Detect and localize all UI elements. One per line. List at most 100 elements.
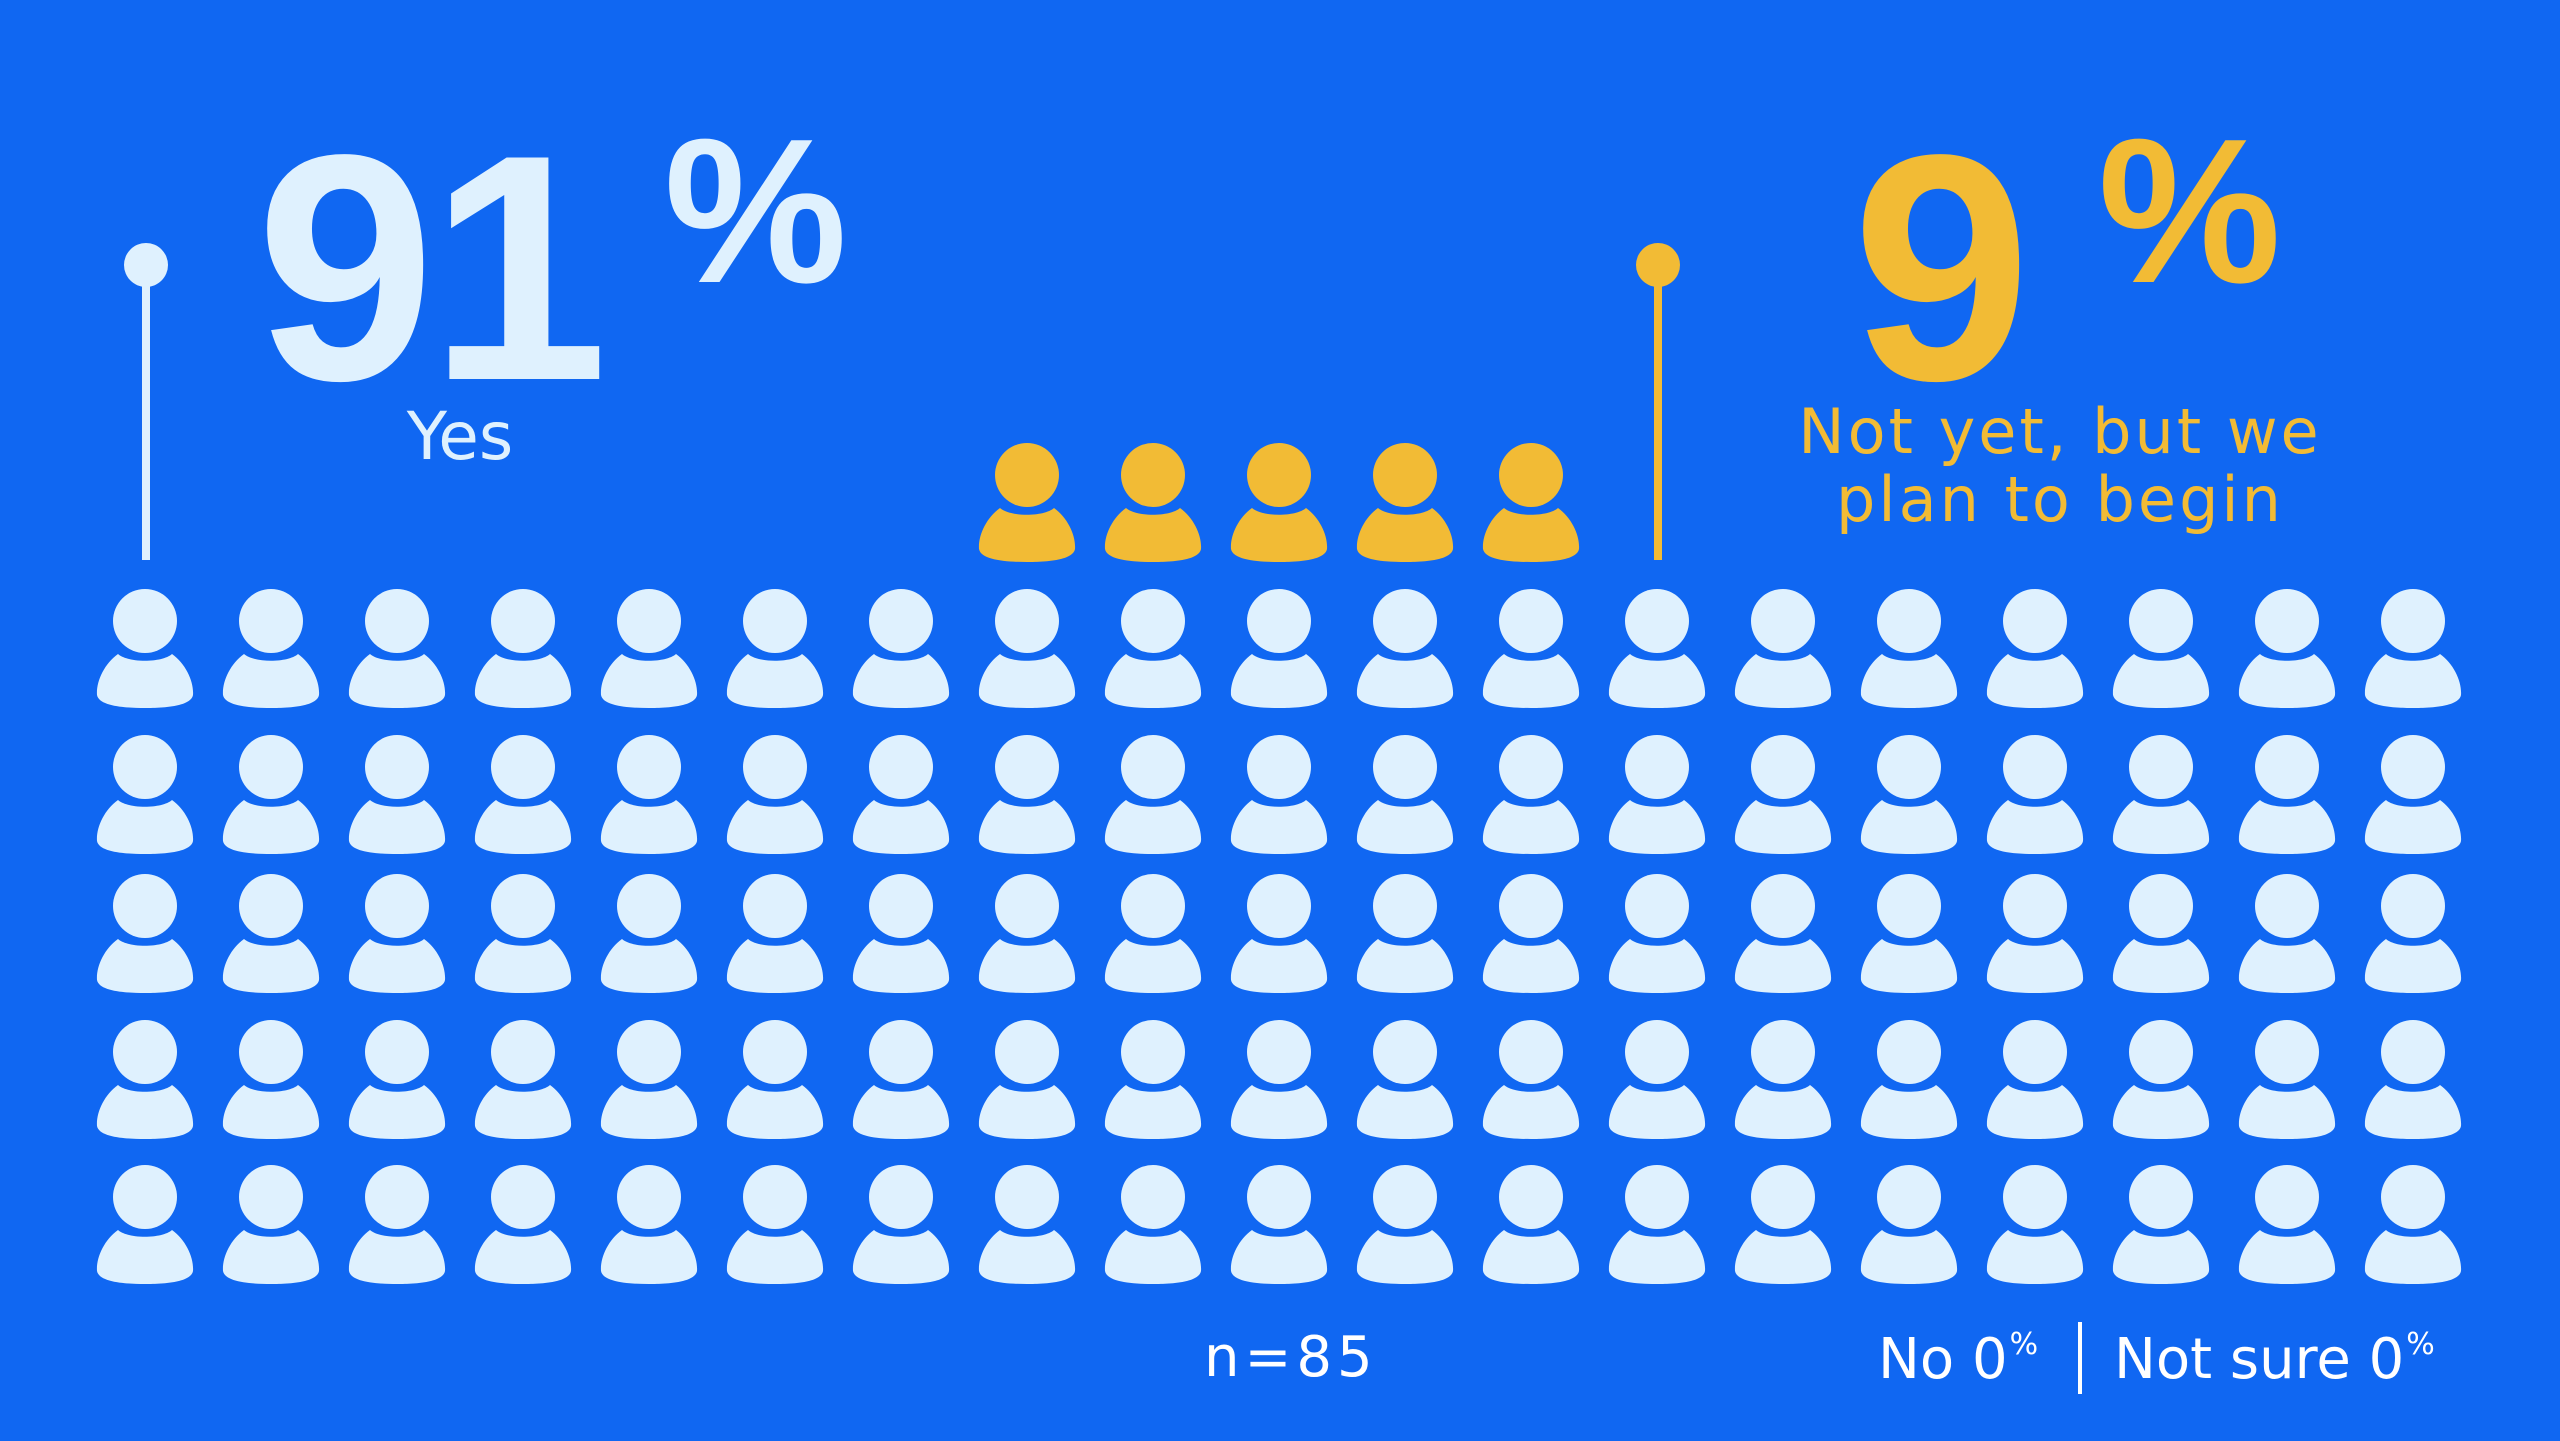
person-icon-yes xyxy=(96,1019,194,1139)
person-icon-yes xyxy=(1104,1019,1202,1139)
person-icon-yes xyxy=(2112,1164,2210,1284)
person-icon-yes xyxy=(222,1164,320,1284)
person-icon-yes xyxy=(348,1164,446,1284)
not-yet-label-line2: plan to begin xyxy=(1836,463,2284,536)
person-icon-yes xyxy=(1986,1019,2084,1139)
person-icon-yes xyxy=(2238,734,2336,854)
person-icon-yes xyxy=(1860,734,1958,854)
person-icon-yes xyxy=(1482,1019,1580,1139)
yes-marker-line xyxy=(142,262,150,560)
person-icon-yes xyxy=(978,1019,1076,1139)
person-icon-yes xyxy=(474,1164,572,1284)
yes-percent-sign: % xyxy=(664,96,848,326)
person-icon-yes xyxy=(2238,1019,2336,1139)
person-icon-yes xyxy=(1230,588,1328,708)
person-icon-yes xyxy=(2364,734,2462,854)
person-icon-yes xyxy=(222,734,320,854)
not-sure-label: Not sure 0 xyxy=(2114,1327,2405,1392)
person-icon-yes xyxy=(1482,873,1580,993)
not-yet-percent-sign: % xyxy=(2098,96,2282,326)
person-icon-yes xyxy=(1608,588,1706,708)
person-icon-yes xyxy=(348,873,446,993)
person-icon-not-yet xyxy=(1356,442,1454,562)
person-icon-yes xyxy=(1860,873,1958,993)
person-icon-yes xyxy=(474,873,572,993)
person-icon-yes xyxy=(1608,734,1706,854)
person-icon-yes xyxy=(1608,1019,1706,1139)
person-icon-yes xyxy=(1482,734,1580,854)
person-icon-yes xyxy=(96,1164,194,1284)
person-icon-yes xyxy=(474,734,572,854)
person-icon-yes xyxy=(978,873,1076,993)
person-icon-yes xyxy=(978,588,1076,708)
no-result: No 0% xyxy=(1878,1330,2038,1388)
person-icon-yes xyxy=(600,734,698,854)
person-icon-yes xyxy=(2238,588,2336,708)
not-yet-label-line1: Not yet, but we xyxy=(1798,395,2322,468)
person-icon-yes xyxy=(474,1019,572,1139)
person-icon-yes xyxy=(1104,734,1202,854)
yes-label: Yes xyxy=(406,398,514,475)
person-icon-yes xyxy=(852,588,950,708)
person-icon-yes xyxy=(348,588,446,708)
person-icon-yes xyxy=(1734,1019,1832,1139)
person-icon-yes xyxy=(1734,873,1832,993)
person-icon-yes xyxy=(1230,1019,1328,1139)
person-icon-not-yet xyxy=(1104,442,1202,562)
person-icon-yes xyxy=(1356,1019,1454,1139)
not-yet-percentage-value: 9 xyxy=(1852,89,2031,448)
person-icon-yes xyxy=(600,873,698,993)
person-icon-yes xyxy=(1356,873,1454,993)
person-icon-yes xyxy=(1986,734,2084,854)
person-icon-yes xyxy=(1608,1164,1706,1284)
person-icon-yes xyxy=(726,734,824,854)
person-icon-yes xyxy=(852,873,950,993)
person-icon-yes xyxy=(726,1164,824,1284)
sample-size: n=85 xyxy=(1204,1325,1378,1390)
person-icon-yes xyxy=(1356,588,1454,708)
person-icon-yes xyxy=(1482,1164,1580,1284)
person-icon-yes xyxy=(1860,588,1958,708)
person-icon-yes xyxy=(1986,588,2084,708)
person-icon-yes xyxy=(1104,873,1202,993)
person-icon-not-yet xyxy=(1230,442,1328,562)
person-icon-yes xyxy=(726,588,824,708)
not-yet-marker-line xyxy=(1654,262,1662,560)
person-icon-yes xyxy=(1734,734,1832,854)
person-icon-yes xyxy=(348,734,446,854)
person-icon-yes xyxy=(2364,1164,2462,1284)
person-icon-yes xyxy=(600,1164,698,1284)
person-icon-yes xyxy=(1860,1019,1958,1139)
person-icon-yes xyxy=(1230,734,1328,854)
not-sure-percent-sign: % xyxy=(2406,1327,2435,1362)
person-icon-yes xyxy=(1230,1164,1328,1284)
not-yet-label: Not yet, but we plan to begin xyxy=(1760,398,2360,534)
person-icon-yes xyxy=(2364,873,2462,993)
person-icon-yes xyxy=(2112,734,2210,854)
person-icon-yes xyxy=(1986,873,2084,993)
person-icon-yes xyxy=(600,588,698,708)
person-icon-yes xyxy=(222,873,320,993)
person-icon-yes xyxy=(978,734,1076,854)
not-sure-result: Not sure 0% xyxy=(2114,1330,2435,1388)
person-icon-yes xyxy=(222,1019,320,1139)
person-icon-yes xyxy=(1356,734,1454,854)
person-icon-yes xyxy=(726,873,824,993)
no-percent-sign: % xyxy=(2009,1327,2039,1362)
person-icon-yes xyxy=(852,1164,950,1284)
person-icon-yes xyxy=(2238,873,2336,993)
person-icon-yes xyxy=(600,1019,698,1139)
person-icon-not-yet xyxy=(1482,442,1580,562)
person-icon-yes xyxy=(96,588,194,708)
person-icon-yes xyxy=(1860,1164,1958,1284)
person-icon-yes xyxy=(852,1019,950,1139)
person-icon-yes xyxy=(1734,1164,1832,1284)
person-icon-yes xyxy=(2112,873,2210,993)
person-icon-yes xyxy=(1104,1164,1202,1284)
person-icon-yes xyxy=(96,734,194,854)
person-icon-yes xyxy=(348,1019,446,1139)
no-label: No 0 xyxy=(1878,1327,2008,1392)
person-icon-not-yet xyxy=(978,442,1076,562)
person-icon-yes xyxy=(474,588,572,708)
person-icon-yes xyxy=(852,734,950,854)
